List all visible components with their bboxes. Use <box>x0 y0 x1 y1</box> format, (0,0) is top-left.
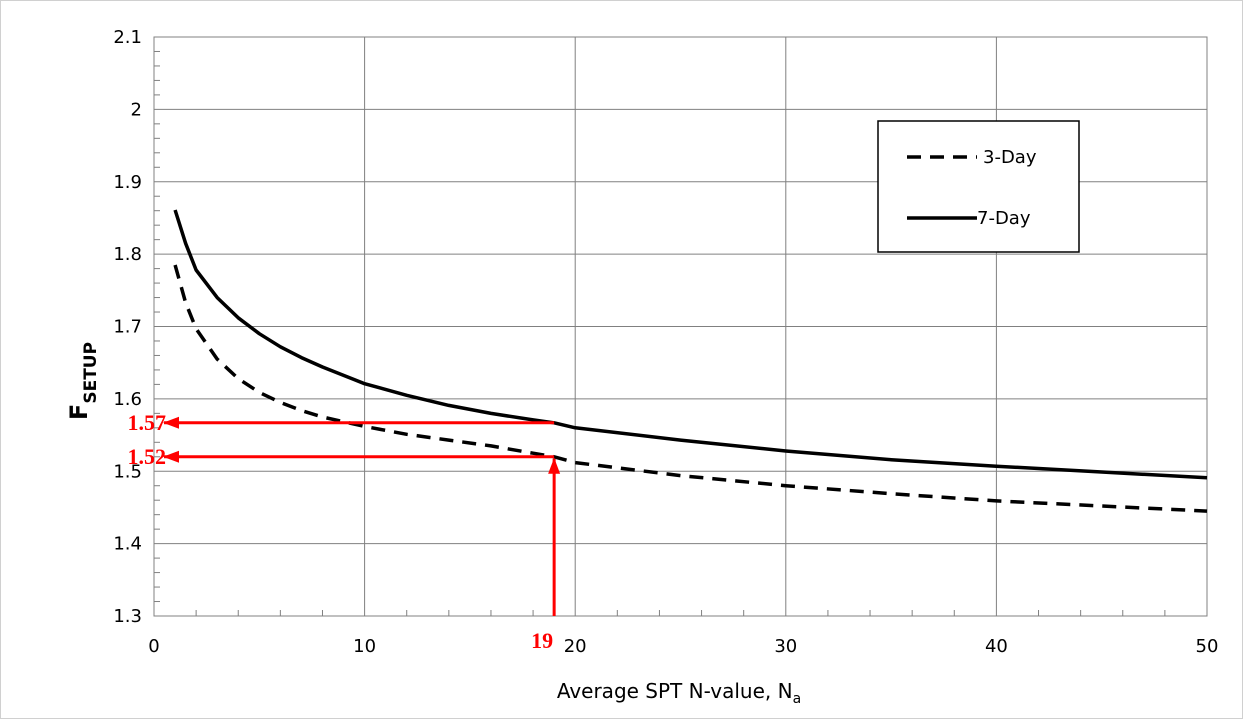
series-line-7-day <box>173 209 1208 480</box>
y-tick-label: 1.3 <box>113 606 142 627</box>
y-tick-label: 1.4 <box>113 534 142 555</box>
legend: 3-Day 7-Day <box>877 120 1080 253</box>
x-tick-label: 50 <box>1196 636 1219 657</box>
legend-box <box>877 120 1080 253</box>
x-axis-title-main: Average SPT N-value, N <box>557 679 793 703</box>
legend-label-3-day: 3-Day <box>983 147 1037 168</box>
annotation-layer: 19 1.57 1.52 <box>128 410 561 653</box>
y-tick-label: 1.5 <box>113 461 142 482</box>
y-tick-label: 2.1 <box>113 27 142 48</box>
x-tick-label: 10 <box>353 636 376 657</box>
y-tick-label: 1.9 <box>113 172 142 193</box>
legend-label-7-day: 7-Day <box>977 208 1031 229</box>
annotation-label-y: 1.52 <box>128 444 167 469</box>
y-tick-label: 1.8 <box>113 244 142 265</box>
x-axis-title-sub: a <box>793 691 802 707</box>
y-axis-title-main: F <box>65 404 93 420</box>
x-axis-title: Average SPT N-value, Na <box>557 679 801 707</box>
y-axis-title: FSETUP <box>65 342 101 420</box>
x-tick-label: 40 <box>985 636 1008 657</box>
series-line-3-day <box>173 264 1208 513</box>
x-tick-label: 0 <box>148 636 159 657</box>
tick-labels: 0 10 20 30 40 50 1.3 1.4 1.5 1.6 1.7 1.8 1.9 2 2.1 <box>113 27 1218 657</box>
y-tick-label: 1.6 <box>113 389 142 410</box>
x-tick-label: 20 <box>564 636 587 657</box>
series-layer <box>173 209 1208 513</box>
y-tick-label: 1.7 <box>113 317 142 338</box>
annotation-label-y: 1.57 <box>128 410 167 435</box>
minor-ticks <box>154 50 1166 616</box>
plot-area-frame <box>153 36 1208 617</box>
x-tick-label: 30 <box>774 636 797 657</box>
y-axis-title-sub: SETUP <box>81 342 101 404</box>
y-tick-label: 2 <box>131 99 142 120</box>
annotation-label-x: 19 <box>531 628 553 653</box>
